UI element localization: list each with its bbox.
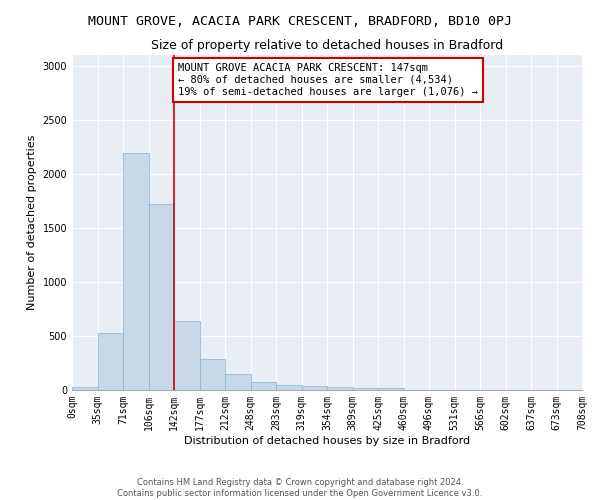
Bar <box>302 386 327 390</box>
Title: Size of property relative to detached houses in Bradford: Size of property relative to detached ho… <box>151 40 503 52</box>
Bar <box>97 334 123 390</box>
Bar <box>72 387 97 390</box>
Text: MOUNT GROVE, ACACIA PARK CRESCENT, BRADFORD, BD10 0PJ: MOUNT GROVE, ACACIA PARK CRESCENT, BRADF… <box>88 15 512 28</box>
Text: MOUNT GROVE ACACIA PARK CRESCENT: 147sqm
← 80% of detached houses are smaller (4: MOUNT GROVE ACACIA PARK CRESCENT: 147sqm… <box>178 64 478 96</box>
Bar <box>378 388 404 390</box>
Y-axis label: Number of detached properties: Number of detached properties <box>27 135 37 310</box>
Bar <box>353 388 378 390</box>
Bar <box>199 359 225 390</box>
Bar <box>149 204 174 390</box>
Bar <box>225 374 251 390</box>
Bar <box>174 322 199 390</box>
Bar <box>327 387 353 390</box>
Text: Contains HM Land Registry data © Crown copyright and database right 2024.
Contai: Contains HM Land Registry data © Crown c… <box>118 478 482 498</box>
Bar <box>251 382 276 390</box>
X-axis label: Distribution of detached houses by size in Bradford: Distribution of detached houses by size … <box>184 436 470 446</box>
Bar <box>276 385 302 390</box>
Bar <box>123 154 149 390</box>
